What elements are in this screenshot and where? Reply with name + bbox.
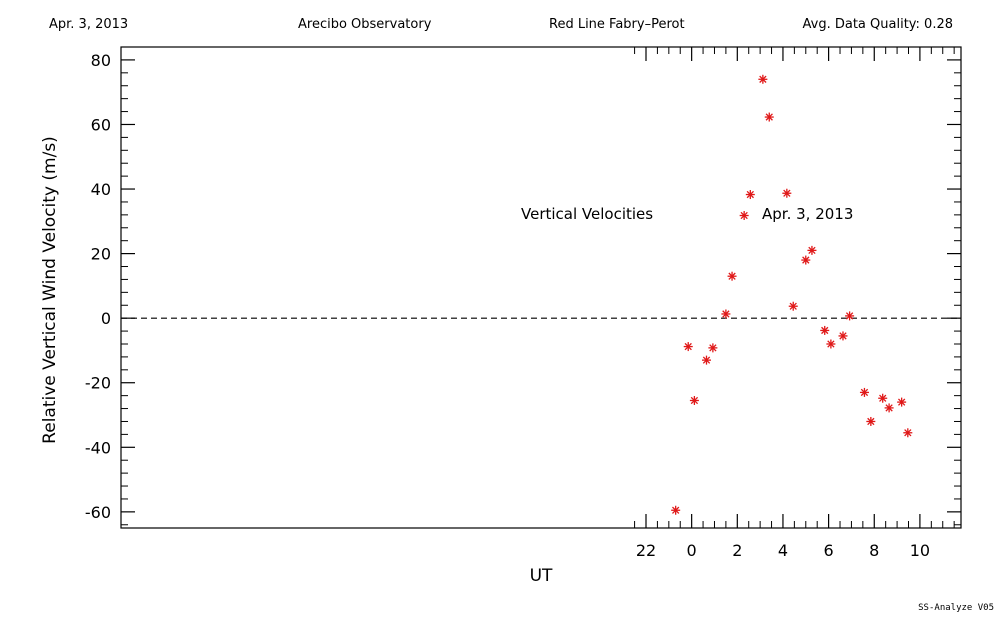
data-point-stroke	[740, 211, 748, 220]
data-point-stroke	[839, 332, 847, 340]
data-point	[897, 397, 907, 407]
y-tick-label: -20	[85, 374, 111, 393]
data-point-stroke	[897, 398, 906, 406]
data-point-stroke	[709, 344, 717, 352]
data-point	[721, 309, 731, 319]
header-observatory: Arecibo Observatory	[298, 17, 432, 32]
y-tick-label: -60	[85, 503, 111, 522]
data-point	[689, 395, 699, 405]
data-point-stroke	[765, 113, 773, 121]
data-point-stroke	[904, 429, 912, 437]
data-point-stroke	[746, 190, 754, 199]
header-data-quality: Avg. Data Quality: 0.28	[802, 17, 953, 32]
y-axis-label: Relative Vertical Wind Velocity (m/s)	[40, 136, 60, 444]
x-tick-label: 8	[869, 541, 879, 560]
header-date: Apr. 3, 2013	[49, 17, 129, 32]
data-points	[671, 74, 913, 515]
data-point	[701, 355, 711, 365]
y-tick-label: 60	[91, 115, 111, 134]
data-point-stroke	[759, 75, 767, 83]
data-point	[671, 505, 681, 515]
data-point-stroke	[867, 417, 875, 426]
data-point-stroke	[802, 256, 810, 264]
data-point-stroke	[879, 394, 887, 402]
data-point-stroke	[808, 246, 816, 255]
data-point-stroke	[690, 396, 699, 405]
data-point	[788, 301, 798, 311]
annotation-date: Apr. 3, 2013	[762, 205, 853, 223]
x-tick-label: 10	[910, 541, 930, 560]
x-tick-label: 6	[824, 541, 834, 560]
x-tick-label: 22	[636, 541, 656, 560]
y-tick-label: 20	[91, 245, 111, 264]
data-point-stroke	[827, 340, 835, 348]
data-point-stroke	[821, 326, 829, 335]
header-instrument: Red Line Fabry–Perot	[549, 17, 685, 32]
tick-marks	[121, 47, 961, 528]
data-point-stroke	[789, 302, 797, 310]
data-point	[782, 188, 792, 198]
y-tick-label: -40	[85, 438, 111, 457]
data-point	[683, 342, 693, 352]
data-point	[859, 387, 869, 397]
data-point-stroke	[885, 404, 893, 412]
y-tick-label: 80	[91, 51, 111, 70]
data-point-stroke	[672, 506, 680, 514]
data-point-stroke	[722, 310, 730, 318]
data-point-stroke	[860, 388, 869, 397]
data-point-stroke	[702, 356, 711, 364]
data-point	[727, 271, 737, 281]
data-point-stroke	[783, 189, 791, 197]
data-point	[758, 74, 768, 84]
x-tick-label: 4	[778, 541, 788, 560]
y-tick-label: 0	[101, 309, 111, 328]
x-tick-label: 2	[732, 541, 742, 560]
minor-ticks	[121, 47, 961, 528]
data-point	[807, 245, 817, 255]
data-point	[838, 331, 848, 341]
data-point	[826, 339, 836, 349]
data-point	[866, 416, 876, 426]
annotation-vertical-velocities: Vertical Velocities	[521, 205, 653, 223]
data-point-stroke	[684, 342, 692, 351]
data-point	[884, 403, 894, 413]
data-point	[878, 393, 888, 403]
data-point	[764, 112, 774, 122]
software-version: SS-Analyze V05	[918, 603, 994, 613]
x-tick-label: 0	[687, 541, 697, 560]
data-point-stroke	[728, 272, 736, 280]
data-point	[820, 325, 830, 335]
data-point	[903, 428, 913, 438]
data-point	[745, 190, 755, 200]
y-tick-label: 40	[91, 180, 111, 199]
data-point	[845, 311, 855, 321]
x-axis-label: UT	[530, 566, 553, 586]
plot-frame	[120, 46, 962, 529]
data-point	[739, 211, 749, 221]
data-point	[708, 343, 718, 353]
data-point	[801, 255, 811, 265]
data-point-stroke	[845, 312, 854, 320]
